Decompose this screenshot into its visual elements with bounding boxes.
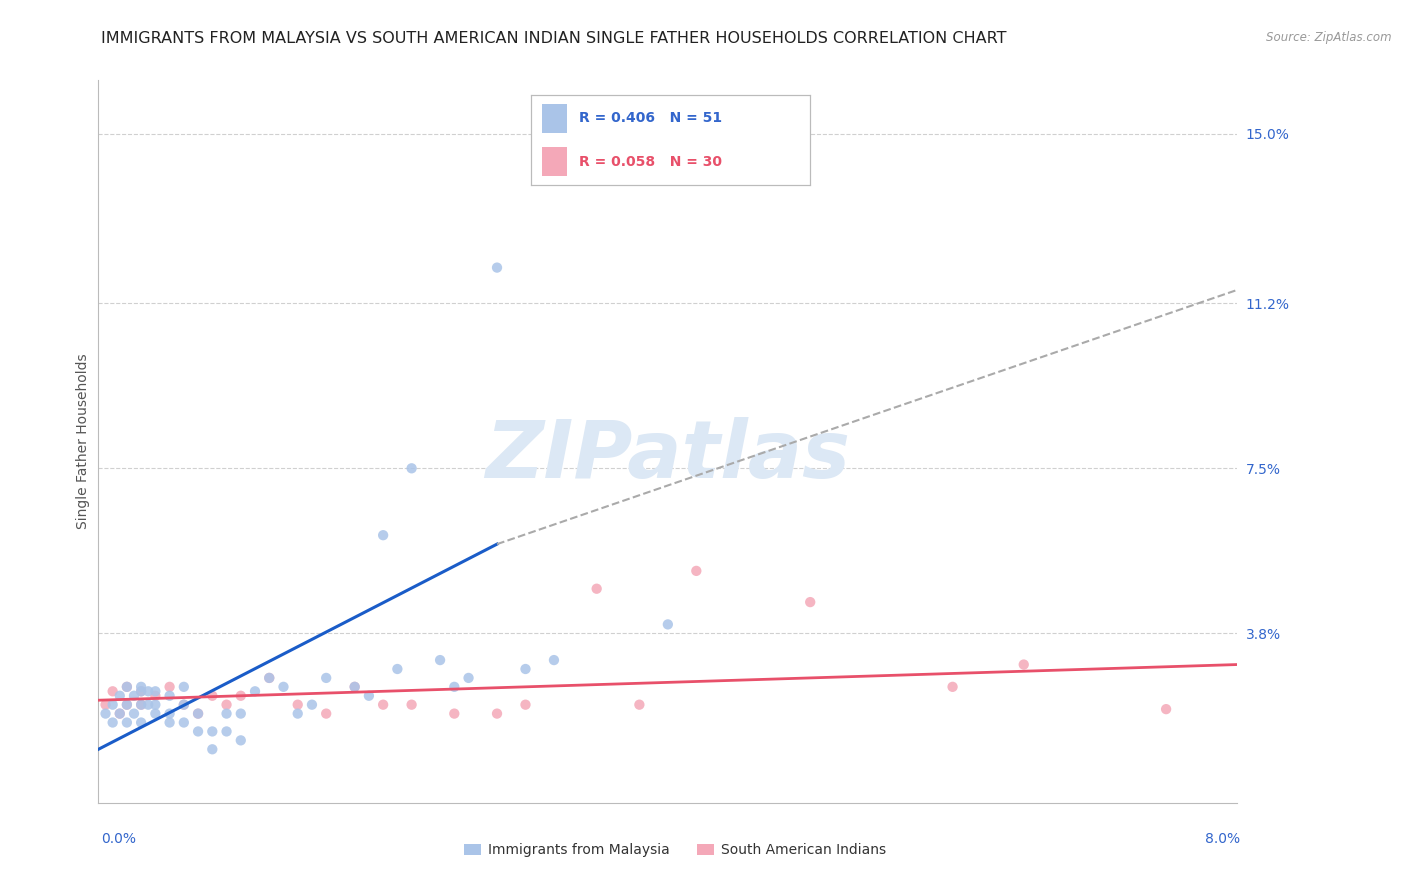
Point [401,461,423,475]
Point [101,684,124,698]
Point [657,617,679,632]
Point [273,680,295,694]
Point [187,724,209,739]
Point [101,715,124,730]
Point [122,706,145,721]
Point [229,733,252,747]
Point [201,724,224,739]
Point [173,680,195,694]
Point [215,698,238,712]
Point [122,689,145,703]
Point [136,698,159,712]
Point [187,706,209,721]
Point [173,715,195,730]
Point [159,706,181,721]
Point [429,653,451,667]
Point [115,680,138,694]
Point [585,582,607,596]
Point [457,671,479,685]
Point [315,671,337,685]
Point [287,706,309,721]
Point [486,260,509,275]
Point [145,698,167,712]
Point [401,698,423,712]
Point [543,653,565,667]
Point [115,698,138,712]
Point [94,706,117,721]
Point [201,689,224,703]
Point [315,706,337,721]
Point [243,684,266,698]
Text: IMMIGRANTS FROM MALAYSIA VS SOUTH AMERICAN INDIAN SINGLE FATHER HOUSEHOLDS CORRE: IMMIGRANTS FROM MALAYSIA VS SOUTH AMERIC… [101,31,1007,46]
Point [129,680,152,694]
Point [159,689,181,703]
Text: ZIPatlas: ZIPatlas [485,417,851,495]
Point [101,698,124,712]
Point [145,706,167,721]
Point [387,662,409,676]
Point [159,715,181,730]
Point [515,662,537,676]
Point [94,698,117,712]
Point [129,684,152,698]
Point [486,706,509,721]
Point [443,680,465,694]
Point [443,706,465,721]
Text: 0.0%: 0.0% [101,832,136,846]
Point [229,689,252,703]
Point [201,742,224,756]
Point [173,698,195,712]
Point [343,680,366,694]
Legend: Immigrants from Malaysia, South American Indians: Immigrants from Malaysia, South American… [458,838,891,863]
Point [115,680,138,694]
Point [215,724,238,739]
Point [628,698,651,712]
Point [159,680,181,694]
Point [136,684,159,698]
Point [129,698,152,712]
Point [145,684,167,698]
Point [129,715,152,730]
Point [215,706,238,721]
Point [108,689,131,703]
Point [301,698,323,712]
Text: Source: ZipAtlas.com: Source: ZipAtlas.com [1267,31,1392,45]
Text: 8.0%: 8.0% [1205,832,1240,846]
Y-axis label: Single Father Households: Single Father Households [76,354,90,529]
Point [685,564,707,578]
Point [371,528,394,542]
Point [187,706,209,721]
Point [371,698,394,712]
Point [799,595,821,609]
Point [357,689,380,703]
Point [115,698,138,712]
Point [287,698,309,712]
Point [1012,657,1035,672]
Point [108,706,131,721]
Point [259,671,281,685]
Point [259,671,281,685]
Point [942,680,965,694]
Point [108,706,131,721]
Point [229,706,252,721]
Point [129,698,152,712]
Point [115,715,138,730]
Point [1154,702,1177,716]
Point [129,684,152,698]
Point [343,680,366,694]
Point [145,689,167,703]
Point [515,698,537,712]
Point [173,698,195,712]
